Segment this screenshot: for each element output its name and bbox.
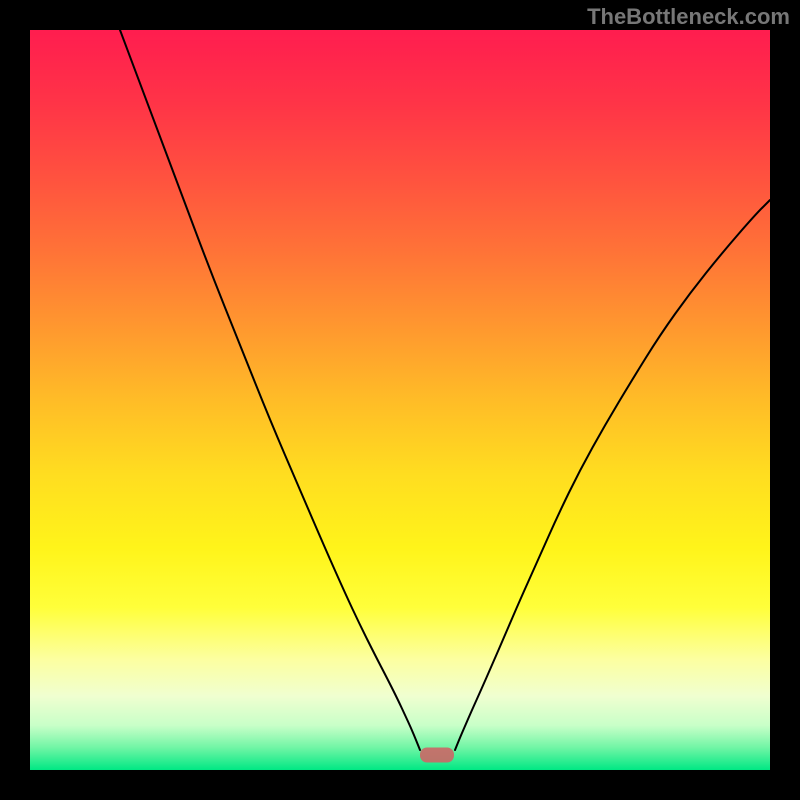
bottleneck-chart [0, 0, 800, 800]
chart-frame: TheBottleneck.com [0, 0, 800, 800]
watermark-text: TheBottleneck.com [587, 4, 790, 30]
bottleneck-marker [420, 748, 454, 763]
gradient-background [30, 30, 770, 770]
